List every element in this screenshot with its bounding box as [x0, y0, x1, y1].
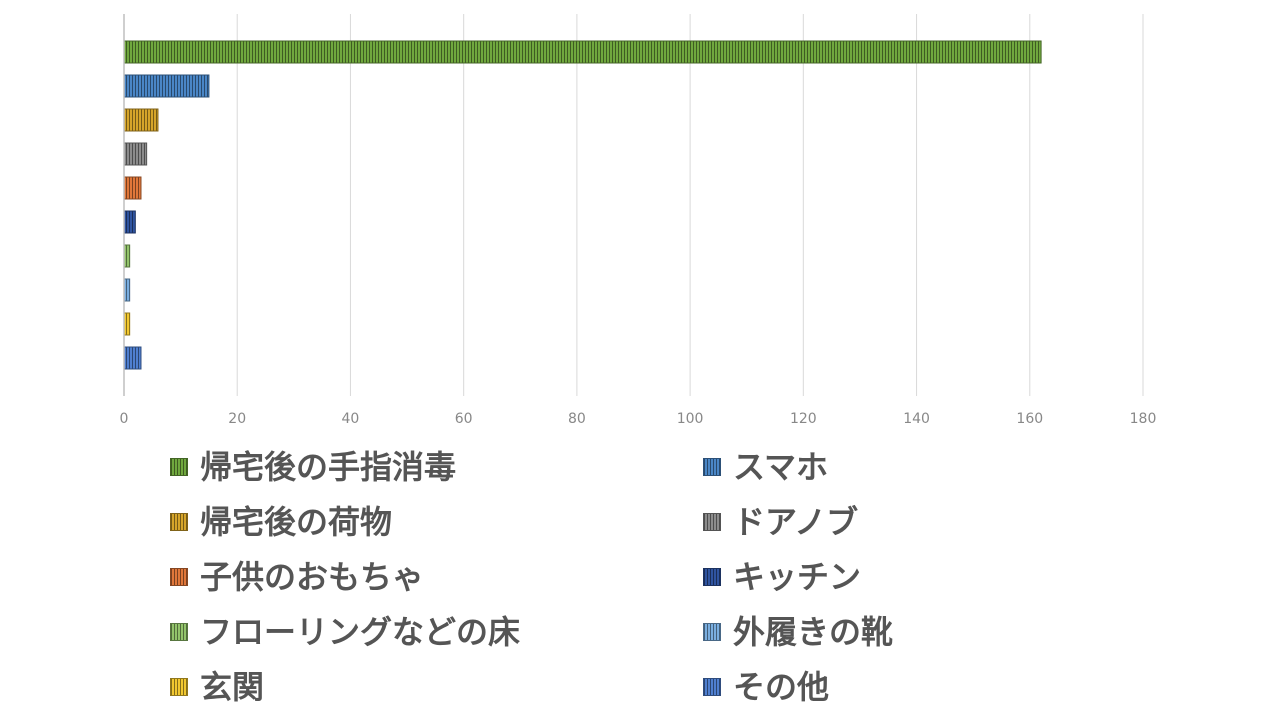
legend-label: その他 [733, 668, 830, 706]
legend-swatch [170, 678, 188, 696]
legend-swatch [703, 513, 721, 531]
x-tick-label: 60 [455, 411, 473, 427]
x-tick-label: 40 [342, 411, 360, 427]
bar-1 [123, 40, 1042, 64]
legend-label: 帰宅後の荷物 [200, 503, 393, 541]
legend-item: スマホ [703, 445, 828, 489]
legend-label: キッチン [733, 558, 862, 596]
legend-swatch [703, 568, 721, 586]
legend-item: 子供のおもちゃ [170, 555, 424, 599]
legend-swatch [170, 568, 188, 586]
legend-item: ドアノブ [703, 500, 858, 544]
legend-item: フローリングなどの床 [170, 610, 520, 654]
legend-item: 外履きの靴 [703, 610, 893, 654]
x-tick-label: 120 [790, 411, 817, 427]
legend-swatch [703, 458, 721, 476]
legend-item: 帰宅後の荷物 [170, 500, 392, 544]
bar-4 [123, 142, 148, 166]
x-tick-label: 80 [568, 411, 586, 427]
bar-10 [123, 346, 142, 370]
legend-label: 子供のおもちゃ [200, 558, 425, 596]
bar-5 [123, 176, 142, 200]
legend-swatch [170, 623, 188, 641]
x-tick-label: 160 [1016, 411, 1043, 427]
legend-swatch [170, 513, 188, 531]
bar-chart: 0 20 40 60 80 100 120 140 160 180 [120, 14, 1157, 427]
bars [123, 40, 1042, 370]
legend-swatch [703, 623, 721, 641]
legend-swatch [703, 678, 721, 696]
bar-9 [123, 312, 131, 336]
legend-item: キッチン [703, 555, 861, 599]
x-tick-labels: 0 20 40 60 80 100 120 140 160 180 [120, 411, 1157, 427]
legend-label: スマホ [733, 448, 829, 486]
legend-label: フローリングなどの床 [200, 613, 521, 651]
legend-label: 玄関 [200, 668, 265, 706]
legend-label: 外履きの靴 [733, 613, 894, 651]
x-tick-label: 140 [903, 411, 930, 427]
x-tick-label: 100 [677, 411, 704, 427]
legend-item: 玄関 [170, 665, 264, 709]
gridlines [236, 14, 1144, 396]
x-tick-label: 20 [228, 411, 246, 427]
legend-label: ドアノブ [733, 503, 859, 541]
bar-2 [123, 74, 210, 98]
bar-3 [123, 108, 159, 132]
legend-swatch [170, 458, 188, 476]
legend-item: 帰宅後の手指消毒 [170, 445, 456, 489]
bar-6 [123, 210, 136, 234]
bar-8 [123, 278, 131, 302]
legend-label: 帰宅後の手指消毒 [200, 448, 457, 486]
x-tick-label: 180 [1130, 411, 1157, 427]
bar-7 [123, 244, 131, 268]
x-tick-label: 0 [120, 411, 129, 427]
legend-item: その他 [703, 665, 829, 709]
legend: 帰宅後の手指消毒 スマホ帰宅後の荷物 ドアノブ子供のおもちゃ キッチンフローリングなど… [170, 445, 1170, 720]
